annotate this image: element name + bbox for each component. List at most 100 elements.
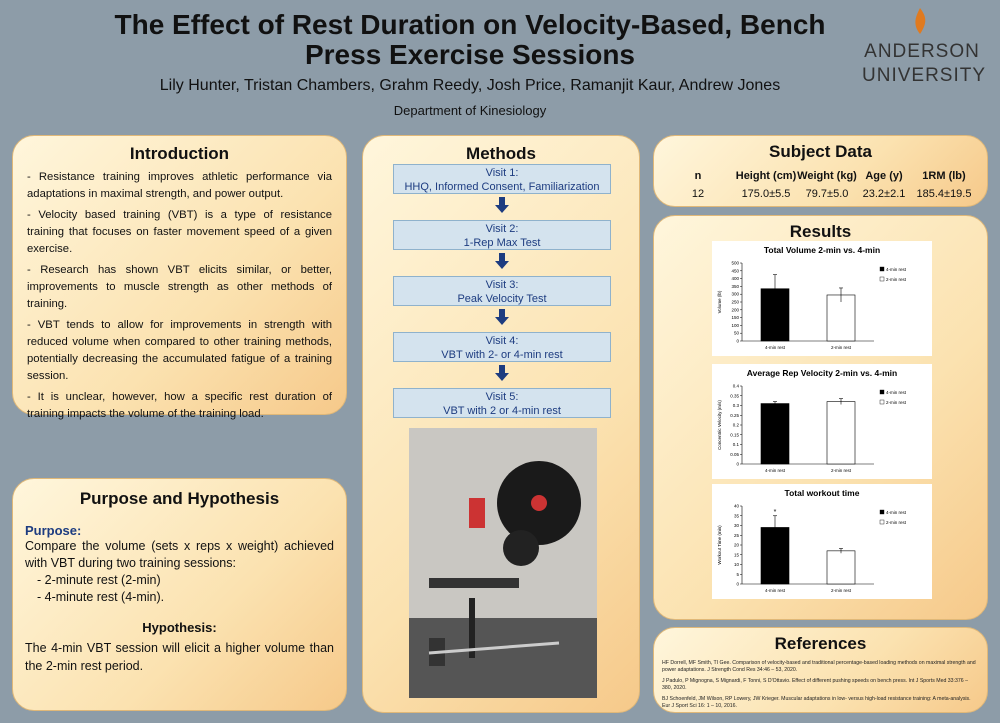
reference: HF Dorrell, MF Smith, TI Gee. Comparison… xyxy=(662,660,976,673)
y-tick-label: 150 xyxy=(731,315,739,320)
y-tick-label: 0 xyxy=(736,462,739,467)
bullet: - Resistance training improves athletic … xyxy=(27,171,332,200)
hypothesis-label: Hypothesis: xyxy=(142,620,217,635)
annotation: * xyxy=(774,509,777,516)
error-bar xyxy=(839,548,843,554)
visit-text: Peak Velocity Test xyxy=(457,293,547,305)
purpose-text: Compare the volume (sets x reps x weight… xyxy=(25,539,334,570)
legend-swatch xyxy=(879,399,885,405)
arrow xyxy=(495,253,509,269)
heading: Methods xyxy=(466,144,536,163)
y-tick-label: 300 xyxy=(731,292,739,297)
heading: References xyxy=(774,634,867,653)
y-tick-label: 30 xyxy=(734,523,740,528)
y-tick-label: 350 xyxy=(731,284,739,289)
legend-label: 2-min rest xyxy=(886,400,907,405)
visit-title: Visit 4: xyxy=(485,335,519,347)
heading: Results xyxy=(789,222,852,241)
chart: Total workout time Workout Time (min) 0 5 10… xyxy=(712,484,932,599)
y-tick-label: 0.3 xyxy=(733,403,740,408)
visit-text: HHQ, Informed Consent, Familiarization xyxy=(404,181,600,193)
cell: 185.4±19.5 xyxy=(916,188,972,200)
x-tick-label: 4-min rest xyxy=(765,468,786,473)
cell: 79.7±5.0 xyxy=(805,188,849,200)
legend-swatch xyxy=(879,389,885,395)
subject-panel: Subject Data n 12 Height (cm) 175.0±5.5 Weig… xyxy=(653,135,988,207)
y-tick-label: 10 xyxy=(734,562,740,567)
error-bar xyxy=(773,515,777,540)
logo-line: ANDERSON xyxy=(864,41,980,62)
visit-text: VBT with 2- or 4-min rest xyxy=(441,349,563,361)
column-header: Height (cm) xyxy=(735,170,797,182)
arrow-shape xyxy=(495,197,509,213)
y-tick-label: 20 xyxy=(734,543,740,548)
chart-title: Total Volume 2-min vs. 4-min xyxy=(764,245,880,255)
legend-swatch xyxy=(879,276,885,282)
bar xyxy=(826,401,856,465)
visit-title: Visit 5: xyxy=(485,391,519,403)
column-header: Age (y) xyxy=(865,170,903,182)
visit-title: Visit 3: xyxy=(485,279,519,291)
visit-text: 1-Rep Max Test xyxy=(463,237,541,249)
introduction-panel: Introduction - Resistance training impro… xyxy=(12,135,347,420)
y-axis-label: Volume (lb) xyxy=(717,290,722,313)
reference: BJ Schoenfeld, JM Wilson, RP Lowery, JW … xyxy=(662,696,971,709)
legend-swatch xyxy=(879,509,885,515)
legend-label: 2-min rest xyxy=(886,277,907,282)
department: Department of Kinesiology xyxy=(393,103,547,118)
y-tick-label: 500 xyxy=(731,261,739,266)
x-tick-label: 2-min rest xyxy=(831,468,852,473)
visit-box: Visit 2: 1-Rep Max Test xyxy=(393,220,611,250)
visit-title: Visit 2: xyxy=(485,223,519,235)
heading: Subject Data xyxy=(769,142,872,161)
y-tick-label: 0 xyxy=(736,339,739,344)
references-panel: References HF Dorrell, MF Smith, TI Gee.… xyxy=(653,627,988,713)
x-tick-label: 2-min rest xyxy=(831,345,852,350)
arrow-shape xyxy=(495,253,509,269)
bar xyxy=(826,550,856,585)
legend-label: 2-min rest xyxy=(886,520,907,525)
visit-box: Visit 5: VBT with 2 or 4-min rest xyxy=(393,388,611,418)
arrow-shape xyxy=(495,365,509,381)
purpose-panel: Purpose and Hypothesis Purpose: Compare … xyxy=(12,478,347,711)
chart-title: Average Rep Velocity 2-min vs. 4-min xyxy=(747,368,897,378)
y-tick-label: 5 xyxy=(736,572,739,577)
y-tick-label: 200 xyxy=(731,307,739,312)
cell: 23.2±2.1 xyxy=(862,188,906,200)
bullet: - VBT tends to allow for improvements in… xyxy=(27,319,332,382)
x-tick-label: 4-min rest xyxy=(765,345,786,350)
chart: Average Rep Velocity 2-min vs. 4-min Conc… xyxy=(712,364,932,479)
error-bar xyxy=(773,274,777,303)
arrow-shape xyxy=(495,309,509,325)
chart: Total Volume 2-min vs. 4-min Volume (lb) 0… xyxy=(712,241,932,356)
bar xyxy=(760,403,790,465)
y-axis-label: Workout Time (min) xyxy=(717,525,722,565)
y-tick-label: 400 xyxy=(731,276,739,281)
y-tick-label: 0.35 xyxy=(730,393,739,398)
column-header: n xyxy=(694,170,702,182)
y-tick-label: 25 xyxy=(734,533,740,538)
title: The Effect of Rest Duration on Velocity-… xyxy=(40,10,900,70)
x-tick-label: 2-min rest xyxy=(831,588,852,593)
y-tick-label: 0.1 xyxy=(733,442,740,447)
y-tick-label: 0.4 xyxy=(733,384,740,389)
y-tick-label: 0.2 xyxy=(733,423,740,428)
y-tick-label: 50 xyxy=(734,331,740,336)
visit-box: Visit 3: Peak Velocity Test xyxy=(393,276,611,306)
error-bar xyxy=(839,287,843,302)
legend-swatch xyxy=(879,266,885,272)
logo: ANDERSON UNIVERSITY xyxy=(862,40,985,88)
arrow xyxy=(495,309,509,325)
photo xyxy=(409,428,597,698)
title-line: The Effect of Rest Duration on Velocity-… xyxy=(114,9,826,40)
methods-panel: Methods Visit 1: HHQ, Informed Consent, F… xyxy=(362,135,640,713)
visit-box: Visit 4: VBT with 2- or 4-min rest xyxy=(393,332,611,362)
legend-label: 4-min rest xyxy=(886,390,907,395)
y-tick-label: 0.25 xyxy=(730,413,739,418)
purpose-label: Purpose: xyxy=(25,523,82,538)
bullet: - Velocity based training (VBT) is a typ… xyxy=(27,209,332,255)
legend-swatch xyxy=(879,519,885,525)
x-tick-label: 4-min rest xyxy=(765,588,786,593)
hypothesis-text: The 4-min VBT session will elicit a high… xyxy=(25,641,334,673)
